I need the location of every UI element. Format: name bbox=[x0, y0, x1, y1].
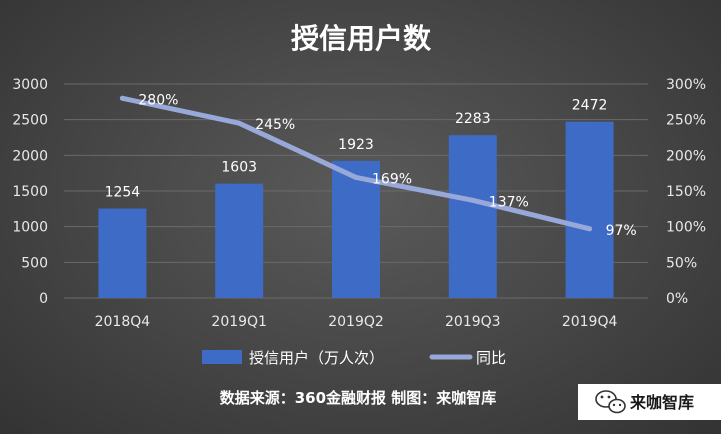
y2-tick-label: 100% bbox=[666, 220, 706, 236]
bar-value-label: 2283 bbox=[455, 111, 491, 127]
line-value-label: 97% bbox=[606, 223, 637, 239]
line-value-label: 169% bbox=[372, 171, 412, 187]
source-note: 数据来源：360金融财报 制图：来咖智库 bbox=[220, 389, 497, 407]
legend-label-line: 同比 bbox=[476, 349, 506, 367]
wechat-icon bbox=[595, 390, 626, 414]
bars bbox=[98, 121, 614, 298]
line-point bbox=[470, 197, 476, 203]
y-tick-label: 2000 bbox=[12, 148, 48, 164]
legend: 授信用户（万人次） 同比 bbox=[202, 349, 506, 367]
x-tick-label: 2019Q4 bbox=[562, 314, 618, 330]
y2-tick-label: 0% bbox=[666, 291, 688, 307]
x-tick-label: 2019Q1 bbox=[211, 314, 267, 330]
bar-value-label: 1923 bbox=[338, 137, 374, 153]
y-tick-label: 1500 bbox=[12, 184, 48, 200]
y2-tick-label: 150% bbox=[666, 184, 706, 200]
line-point bbox=[236, 120, 242, 126]
bar bbox=[98, 208, 147, 298]
line-value-label: 245% bbox=[255, 117, 295, 133]
brand-name: 来咖智库 bbox=[629, 393, 694, 412]
x-tick-label: 2018Q4 bbox=[95, 314, 151, 330]
line-series bbox=[119, 95, 593, 232]
y-tick-label: 0 bbox=[39, 291, 48, 307]
y2-tick-label: 50% bbox=[666, 255, 697, 271]
x-tick-label: 2019Q2 bbox=[328, 314, 384, 330]
legend-label-bars: 授信用户（万人次） bbox=[249, 349, 384, 367]
bar-value-label: 2472 bbox=[572, 98, 608, 114]
y2-tick-label: 200% bbox=[666, 148, 706, 164]
y-tick-label: 3000 bbox=[12, 77, 48, 93]
bar-value-label: 1254 bbox=[105, 185, 141, 201]
chart-title: 授信用户数 bbox=[291, 22, 432, 55]
y-tick-label: 500 bbox=[21, 255, 48, 271]
y2-tick-label: 250% bbox=[666, 113, 706, 129]
line-value-label: 137% bbox=[489, 194, 529, 210]
y-tick-label: 2500 bbox=[12, 113, 48, 129]
data-labels: 1254 1603 1923 2283 2472 280% 245% 169% 137% 97% bbox=[105, 92, 637, 239]
line-point bbox=[587, 226, 593, 232]
bar-value-label: 1603 bbox=[221, 160, 257, 176]
line-point bbox=[119, 95, 125, 101]
y2-tick-label: 300% bbox=[666, 77, 706, 93]
axes: 0 500 1000 1500 2000 2500 3000 0% 50% 100% 150% 200… bbox=[12, 77, 706, 330]
legend-swatch-bars bbox=[202, 350, 242, 364]
line-value-label: 280% bbox=[138, 92, 178, 108]
x-tick-label: 2019Q3 bbox=[445, 314, 501, 330]
bar bbox=[565, 121, 614, 298]
bar bbox=[215, 183, 264, 298]
line-point bbox=[353, 174, 359, 180]
bar bbox=[448, 135, 497, 298]
y-tick-label: 1000 bbox=[12, 220, 48, 236]
bar bbox=[332, 160, 380, 298]
